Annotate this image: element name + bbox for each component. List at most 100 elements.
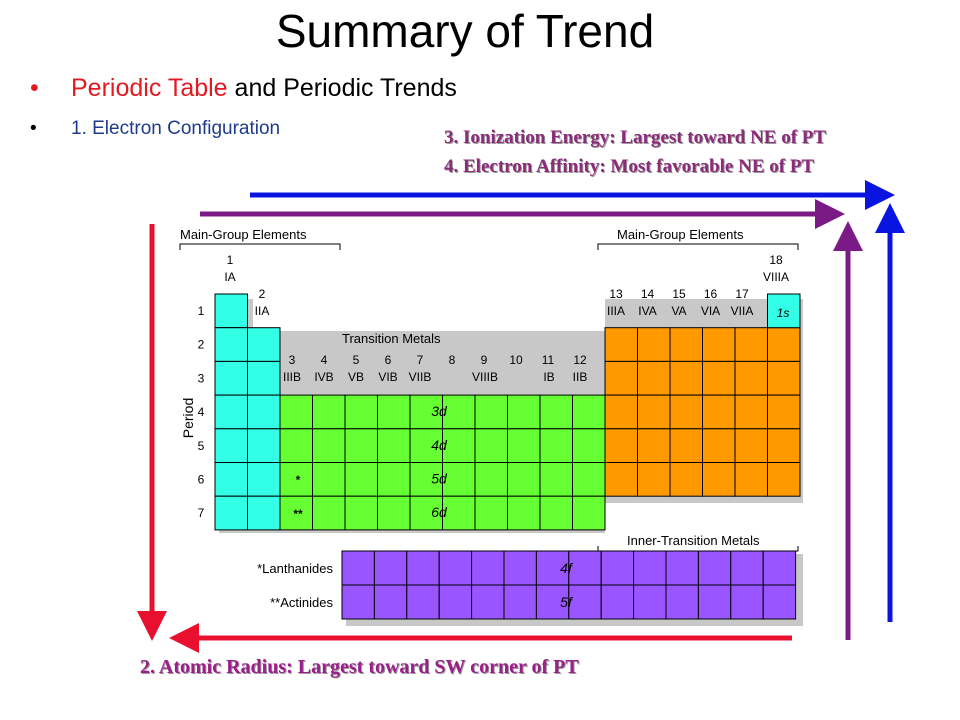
f-block-cell [406,584,440,620]
p-block-cell [669,327,703,362]
group-roman-label: VA [671,304,686,318]
trend-electron-affinity: 4. Electron Affinity: Most favorable NE … [444,156,815,177]
d-block-cell [377,495,411,531]
group-roman-label: VIIIA [763,270,789,284]
d-block-cell [312,462,346,497]
bullet-highlight: Periodic Table [71,74,228,102]
s-block-cell [247,327,281,362]
p-block-cell [604,428,638,463]
bullet-periodic-table: • Periodic Table and Periodic Trends [30,74,457,103]
s-block-cell [214,428,248,463]
period-number-label: 1 [198,304,205,318]
period-axis-label: Period [180,398,196,438]
p-block-cell [637,360,671,396]
d-block-cell [507,495,541,531]
f-block-cell [373,584,408,620]
p-block-cell [669,462,703,497]
table-labels: Main-Group Elements Main-Group Elements Tr… [180,227,789,610]
element-grid [214,293,801,620]
f-block-cell [438,584,473,620]
group-roman-label: VIB [378,370,397,384]
p-block-cell [734,428,768,463]
p-block-cell [734,360,768,396]
d-block-cell [344,495,378,531]
group-number-label: 8 [449,353,456,367]
slide-title: Summary of Trend [275,5,655,57]
group-roman-label: IB [543,370,554,384]
group-roman-label: IVB [314,370,333,384]
s-block-cell [214,360,248,396]
d-block-cell [279,428,313,463]
group-number-label: 17 [735,287,749,301]
f-block-cell [535,550,570,586]
p-block-cell [767,360,801,396]
p-block-cell [669,394,703,430]
d-block-cell [572,428,606,463]
group-number-label: 11 [542,353,555,367]
group-roman-label: IIIA [607,304,625,318]
d-block-cell [377,462,411,497]
main-group-left-bracket [179,243,341,250]
group-roman-label: IIA [255,304,270,318]
p-block-cell [767,428,801,463]
d-block-cell [442,495,476,531]
d-block-cell [474,394,508,430]
orbital-d-label: 6d [431,504,448,520]
f-block-cell [503,550,537,586]
p-block-cell [702,360,736,396]
p-block-cell [702,462,736,497]
f-block-cell [503,584,537,620]
d-block-cell [539,394,573,430]
p-block-cell [637,327,671,362]
group-number-label: 13 [609,287,623,301]
d-block-cell [344,428,378,463]
group-roman-label: VIIB [409,370,432,384]
orbital-f-label: 5f [560,594,574,610]
d-block-cell [507,428,541,463]
group-number-label: 1 [227,253,234,267]
group-number-label: 5 [353,353,360,367]
f-block-cell [762,584,797,620]
f-block-cell [438,550,473,586]
group-number-label: 18 [769,253,783,267]
d-block-cell [442,462,476,497]
main-group-left-label: Main-Group Elements [180,227,307,242]
p-block-cell [604,394,638,430]
lanthanides-label: *Lanthanides [257,561,333,576]
d-block-cell [474,428,508,463]
lanthanide-marker: * [296,473,301,487]
p-block-cell [604,327,638,362]
p-block-cell [767,394,801,430]
f-block-cell [600,550,635,586]
group-number-label: 6 [385,353,392,367]
p-block-cell [767,327,801,362]
s-block-cell [247,394,281,430]
group-number-label: 9 [481,353,488,367]
s-block-cell [247,428,281,463]
group-number-label: 3 [289,353,296,367]
f-block-cell [406,550,440,586]
group-roman-label: VIA [701,304,720,318]
d-block-cell [442,428,476,463]
f-block-cell [341,584,375,620]
f-block-cell [600,584,635,620]
f-block-cell [697,550,732,586]
orbital-1s-label: 1s [777,306,790,320]
group-number-label: 14 [641,287,655,301]
period-number-label: 3 [198,371,205,385]
period-number-label: 2 [198,338,205,352]
inner-transition-label: Inner-Transition Metals [627,533,760,548]
f-block-cell [665,584,699,620]
f-block-cell [471,584,505,620]
bullet-text: 1. Electron Configuration [71,118,281,139]
f-block-cell [730,584,764,620]
d-block-cell [279,394,313,430]
helium-cell [767,293,801,329]
group-roman-label: IIB [573,370,588,384]
d-block-cell [572,495,606,531]
d-block-cell [442,394,476,430]
main-group-right-label: Main-Group Elements [617,227,744,242]
d-block-cell [312,394,346,430]
group-number-label: 10 [509,353,523,367]
